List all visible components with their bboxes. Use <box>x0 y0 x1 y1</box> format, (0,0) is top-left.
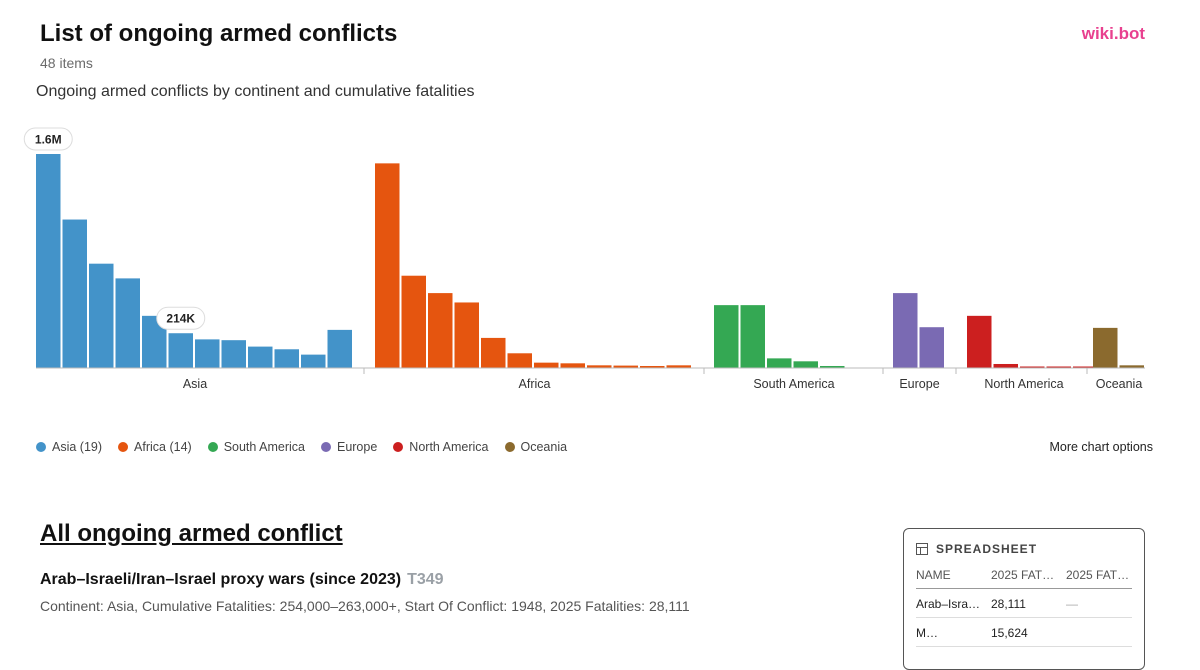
legend-item[interactable]: North America <box>393 440 489 454</box>
bar[interactable] <box>1073 366 1098 369</box>
bar-chart: Asia Africa South America Europe North Ameri… <box>23 127 1145 391</box>
table-cell <box>1066 617 1132 647</box>
data-label: 214K <box>156 306 206 330</box>
bar[interactable] <box>428 293 453 368</box>
x-tick-label: Oceania <box>1096 377 1143 391</box>
bar[interactable] <box>767 358 792 368</box>
bar[interactable] <box>1020 366 1045 369</box>
bar[interactable] <box>36 154 61 368</box>
bar[interactable] <box>1119 365 1145 368</box>
x-tick-label: South America <box>753 377 834 391</box>
page-title: List of ongoing armed conflicts <box>40 20 398 47</box>
table-cell: Arab–Isra… <box>916 588 991 618</box>
table-row[interactable]: M… 15,624 <box>916 617 1132 647</box>
bar[interactable] <box>793 361 819 368</box>
bar[interactable] <box>221 340 247 368</box>
bar[interactable] <box>534 362 559 368</box>
spreadsheet-panel[interactable]: SPREADSHEET NAME 2025 FAT… 2025 FAT… Ara… <box>903 528 1145 670</box>
x-tick-label: North America <box>984 377 1063 391</box>
bar[interactable] <box>613 365 639 368</box>
table-cell: — <box>1066 588 1132 618</box>
spreadsheet-header: SPREADSHEET <box>904 529 1144 556</box>
entry-title-text[interactable]: Arab–Israeli/Iran–Israel proxy wars (sin… <box>40 571 402 588</box>
table-row[interactable]: Arab–Isra… 28,111 — <box>916 588 1132 618</box>
legend-item[interactable]: Oceania <box>504 440 568 454</box>
spreadsheet-header-row: NAME 2025 FAT… 2025 FAT… <box>916 568 1132 589</box>
bar[interactable] <box>168 333 194 368</box>
bar[interactable] <box>1093 327 1118 368</box>
bar[interactable] <box>893 293 918 368</box>
legend-label: Oceania <box>520 440 568 454</box>
x-tick-label: Asia <box>183 377 207 391</box>
legend-swatch <box>118 442 129 452</box>
bar[interactable] <box>481 337 506 368</box>
legend-item[interactable]: Africa (14) <box>118 440 192 454</box>
bar[interactable] <box>115 278 141 368</box>
bar[interactable] <box>740 305 766 368</box>
legend-label: South America <box>223 440 305 454</box>
column-header[interactable]: 2025 FAT… <box>991 568 1066 589</box>
legend-swatch <box>504 442 515 452</box>
table-cell: M… <box>916 617 991 647</box>
legend-label: North America <box>409 440 489 454</box>
bar[interactable] <box>560 363 586 368</box>
data-label: 1.6M <box>23 127 73 151</box>
bar[interactable] <box>507 353 533 368</box>
entry-details: Continent: Asia, Cumulative Fatalities: … <box>40 598 690 614</box>
table-cell: 15,624 <box>991 617 1066 647</box>
legend-swatch <box>36 442 46 452</box>
x-tick-label: Europe <box>899 377 939 391</box>
bar[interactable] <box>401 275 427 368</box>
entry-id: T349 <box>407 571 444 588</box>
spreadsheet-label: SPREADSHEET <box>936 542 1038 556</box>
more-chart-options-link[interactable]: More chart options <box>1049 440 1153 454</box>
chart-legend: Asia (19) Africa (14) South America Europe N… <box>36 440 567 454</box>
bar[interactable] <box>89 263 114 368</box>
svg-text:1.6M: 1.6M <box>35 133 62 147</box>
bar[interactable] <box>640 365 665 368</box>
bar[interactable] <box>195 339 220 368</box>
item-count: 48 items <box>40 55 93 71</box>
column-header[interactable]: 2025 FAT… <box>1066 568 1132 589</box>
bar[interactable] <box>454 302 480 368</box>
column-header[interactable]: NAME <box>916 568 991 589</box>
entry-title[interactable]: Arab–Israeli/Iran–Israel proxy wars (sin… <box>40 571 444 589</box>
bar[interactable] <box>248 346 273 368</box>
bar[interactable] <box>274 349 300 368</box>
bar[interactable] <box>301 354 326 368</box>
x-tick-label: Africa <box>519 377 551 391</box>
legend-swatch <box>207 442 218 452</box>
table-cell: 28,111 <box>991 588 1066 618</box>
svg-text:214K: 214K <box>166 312 195 326</box>
bar[interactable] <box>587 365 612 368</box>
bar[interactable] <box>327 329 353 368</box>
bar[interactable] <box>820 365 845 368</box>
section-title: All ongoing armed conflict <box>40 520 343 547</box>
bar[interactable] <box>375 163 400 368</box>
legend-item[interactable]: South America <box>207 440 305 454</box>
chart-subtitle: Ongoing armed conflicts by continent and… <box>36 83 475 100</box>
bar[interactable] <box>714 305 739 368</box>
legend-item[interactable]: Europe <box>320 440 378 454</box>
table-grid-icon <box>916 543 928 555</box>
bar[interactable] <box>967 315 992 368</box>
spreadsheet-table: NAME 2025 FAT… 2025 FAT… Arab–Isra… 28,1… <box>916 568 1132 647</box>
bar[interactable] <box>666 365 692 368</box>
bar[interactable] <box>62 219 88 368</box>
legend-label: Africa (14) <box>134 440 192 454</box>
brand-logo[interactable]: wiki.bot <box>1081 24 1145 43</box>
legend-label: Asia (19) <box>52 440 103 454</box>
legend-swatch <box>393 442 404 452</box>
legend-swatch <box>320 442 331 452</box>
bar[interactable] <box>1046 366 1072 369</box>
bar[interactable] <box>919 327 945 368</box>
bar[interactable] <box>993 363 1019 368</box>
legend-item[interactable]: Asia (19) <box>36 440 102 454</box>
legend-label: Europe <box>336 440 378 454</box>
